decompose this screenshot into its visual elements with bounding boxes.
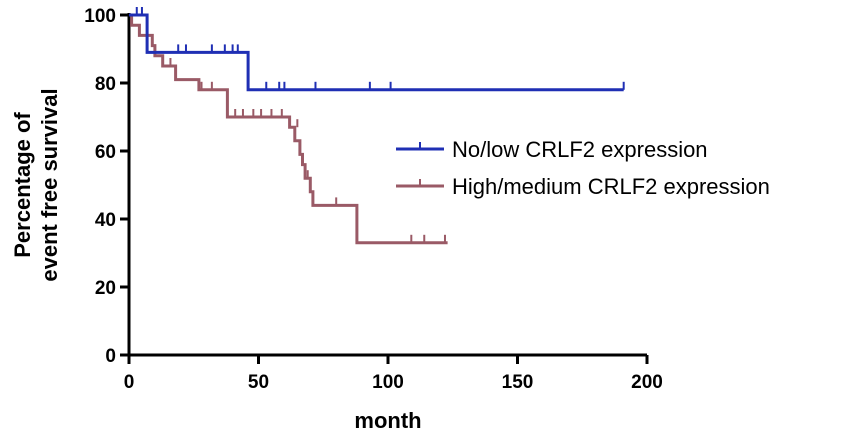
x-tick-label-0: 0 [124, 372, 135, 393]
y-axis-title-line-1: Percentage of [10, 112, 35, 258]
legend-item-no-low: No/low CRLF2 expression [396, 137, 708, 162]
legend-label-no-low: No/low CRLF2 expression [452, 137, 708, 162]
series-no-low [129, 7, 625, 92]
y-tick-label-40: 40 [95, 210, 116, 231]
axes: 0 20 40 60 80 100 0 50 100 150 200 [84, 6, 663, 393]
x-axis-title: month [354, 408, 421, 433]
legend: No/low CRLF2 expression High/medium CRLF… [396, 137, 770, 199]
x-tick-label-50: 50 [248, 372, 269, 393]
y-tick-label-20: 20 [95, 278, 116, 299]
y-tick-label-100: 100 [84, 6, 116, 27]
survival-curve-no-low [129, 13, 624, 92]
x-tick-label-150: 150 [502, 372, 534, 393]
y-axis-title: Percentage of event free survival [10, 88, 62, 281]
series-layer [129, 7, 625, 245]
legend-item-high-medium: High/medium CRLF2 expression [396, 174, 770, 199]
y-tick-label-80: 80 [95, 74, 116, 95]
series-high-medium [129, 13, 448, 245]
y-axis-title-line-2: event free survival [37, 88, 62, 281]
y-tick-label-0: 0 [105, 346, 116, 367]
x-tick-label-100: 100 [372, 372, 404, 393]
y-tick-label-60: 60 [95, 142, 116, 163]
legend-label-high-medium: High/medium CRLF2 expression [452, 174, 770, 199]
survival-curve-high-medium [129, 13, 448, 245]
x-tick-label-200: 200 [631, 372, 663, 393]
